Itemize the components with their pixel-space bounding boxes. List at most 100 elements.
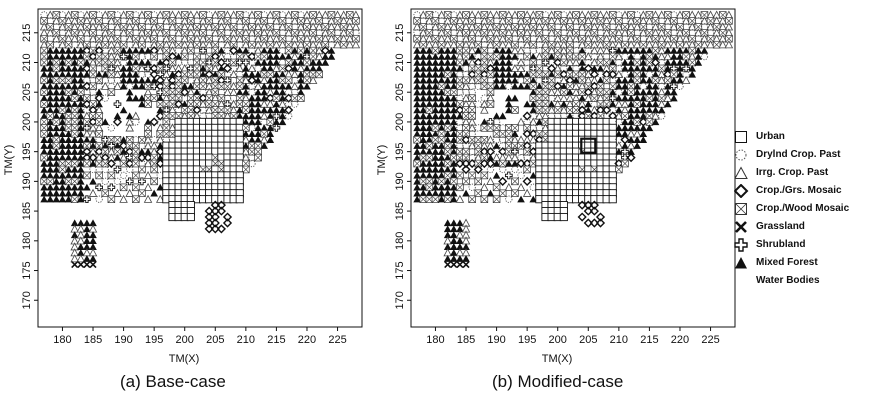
cell-cropwood [511,106,519,114]
caption-base-case: (a) Base-case [120,372,226,391]
x-axis-label: TM(X) [169,353,200,365]
cell-cropwood [107,88,116,96]
y-tick-label: 170 [394,291,406,309]
x-tick-label: 210 [237,334,255,346]
x-tick-label: 220 [298,334,316,346]
cell-cropwood [132,195,140,203]
cell-cropwood [107,195,116,203]
y-tick-label: 200 [394,113,406,131]
cell-cropwood [511,177,519,186]
y-tick-label: 205 [21,83,33,101]
y-tick-label: 190 [394,172,406,190]
plus-outline-icon [734,238,748,252]
x-tick-label: 200 [549,334,567,346]
cell-cropwood [486,100,495,108]
x-tick-label: 215 [640,334,658,346]
x-tick-label: 185 [84,334,102,346]
legend-item-water-bodies: Water Bodies [734,272,884,290]
cell-cropwood [315,70,323,79]
y-tick-label: 205 [394,83,406,101]
y-tick-label: 180 [394,232,406,250]
y-tick-label: 215 [394,24,406,42]
legend: Urban Drylnd Crop. Past Irrg. Crop. Past… [734,128,884,290]
cell-cropwood [297,94,305,102]
x-tick-label: 205 [579,334,597,346]
legend-label: Crop./Grs. Mosaic [756,185,842,196]
cell-urban [235,195,244,204]
legend-label: Shrubland [756,239,806,250]
x-tick-label: 220 [671,334,689,346]
x-tick-label: 215 [267,334,285,346]
legend-label: Drylnd Crop. Past [756,149,841,160]
y-tick-label: 210 [21,53,33,71]
cell-urban [608,195,617,204]
cell-cropwood [339,40,348,49]
x-tick-label: 190 [487,334,505,346]
legend-label: Water Bodies [756,275,820,286]
cell-urban [186,212,195,222]
y-tick-label: 170 [21,291,33,309]
legend-item-crop-wood: Crop./Wood Mosaic [734,200,884,218]
triangle-outline-icon [734,166,748,179]
legend-item-grassland: Grassland [734,218,884,236]
x-tick-label: 195 [518,334,536,346]
x-tick-label: 225 [328,334,346,346]
y-tick-label: 195 [394,142,406,160]
y-tick-label: 215 [21,24,33,42]
cell-cropwood [492,195,501,203]
cell-cropwood [480,195,489,203]
diamond-icon [734,184,749,198]
y-tick-label: 175 [394,261,406,279]
y-tick-label: 180 [21,232,33,250]
cell-cropwood [443,195,452,203]
y-tick-label: 210 [394,53,406,71]
legend-item-irrigated: Irrg. Crop. Past [734,164,884,182]
legend-label: Crop./Wood Mosaic [756,203,850,214]
cell-cropwood [83,159,91,168]
cell-cropwood [119,183,128,192]
caption-modified-case: (b) Modified-case [492,372,624,391]
legend-item-crop-grass: Crop./Grs. Mosaic [734,182,884,200]
cell-cropwood [456,183,464,192]
cell-cropwood [468,195,476,203]
x-tick-label: 180 [53,334,71,346]
cell-cropwood [150,165,158,174]
legend-label: Grassland [756,221,805,232]
cell-cropwood [254,153,262,162]
legend-label: Mixed Forest [756,257,818,268]
cell-urban [559,212,568,222]
filled-triangle-icon [735,257,747,269]
y-tick-label: 195 [21,142,33,160]
cell-cropwood [431,195,440,203]
x-tick-label: 210 [610,334,628,346]
y-tick-label: 185 [394,202,406,220]
x-tick-label: 195 [145,334,163,346]
legend-item-urban: Urban [734,128,884,146]
y-tick-label: 175 [21,261,33,279]
cell-cropwood [132,171,140,180]
x-tick-label: 225 [701,334,719,346]
highlighted-cell [580,137,597,154]
y-tick-label: 200 [21,113,33,131]
x-tick-label: 180 [426,334,444,346]
cell-cropwood [107,171,116,180]
dotted-circle-icon [735,149,747,161]
square-icon [735,131,747,143]
x-tick-label: 190 [114,334,132,346]
cell-cropwood [523,165,531,174]
cell-cropwood [83,171,91,180]
x-axis-label: TM(X) [542,353,573,365]
legend-label: Urban [756,131,785,142]
cell-cropwood [70,195,79,203]
cell-cropwood [712,40,721,49]
y-axis-label: TM(Y) [3,145,15,176]
legend-item-shrubland: Shrubland [734,236,884,254]
cell-cropwood [474,177,482,186]
y-tick-label: 190 [21,172,33,190]
x-tick-label: 205 [206,334,224,346]
cell-cropwood [150,177,158,186]
x-cross-icon [735,221,747,233]
legend-item-dryland: Drylnd Crop. Past [734,146,884,164]
x-tick-label: 185 [457,334,475,346]
